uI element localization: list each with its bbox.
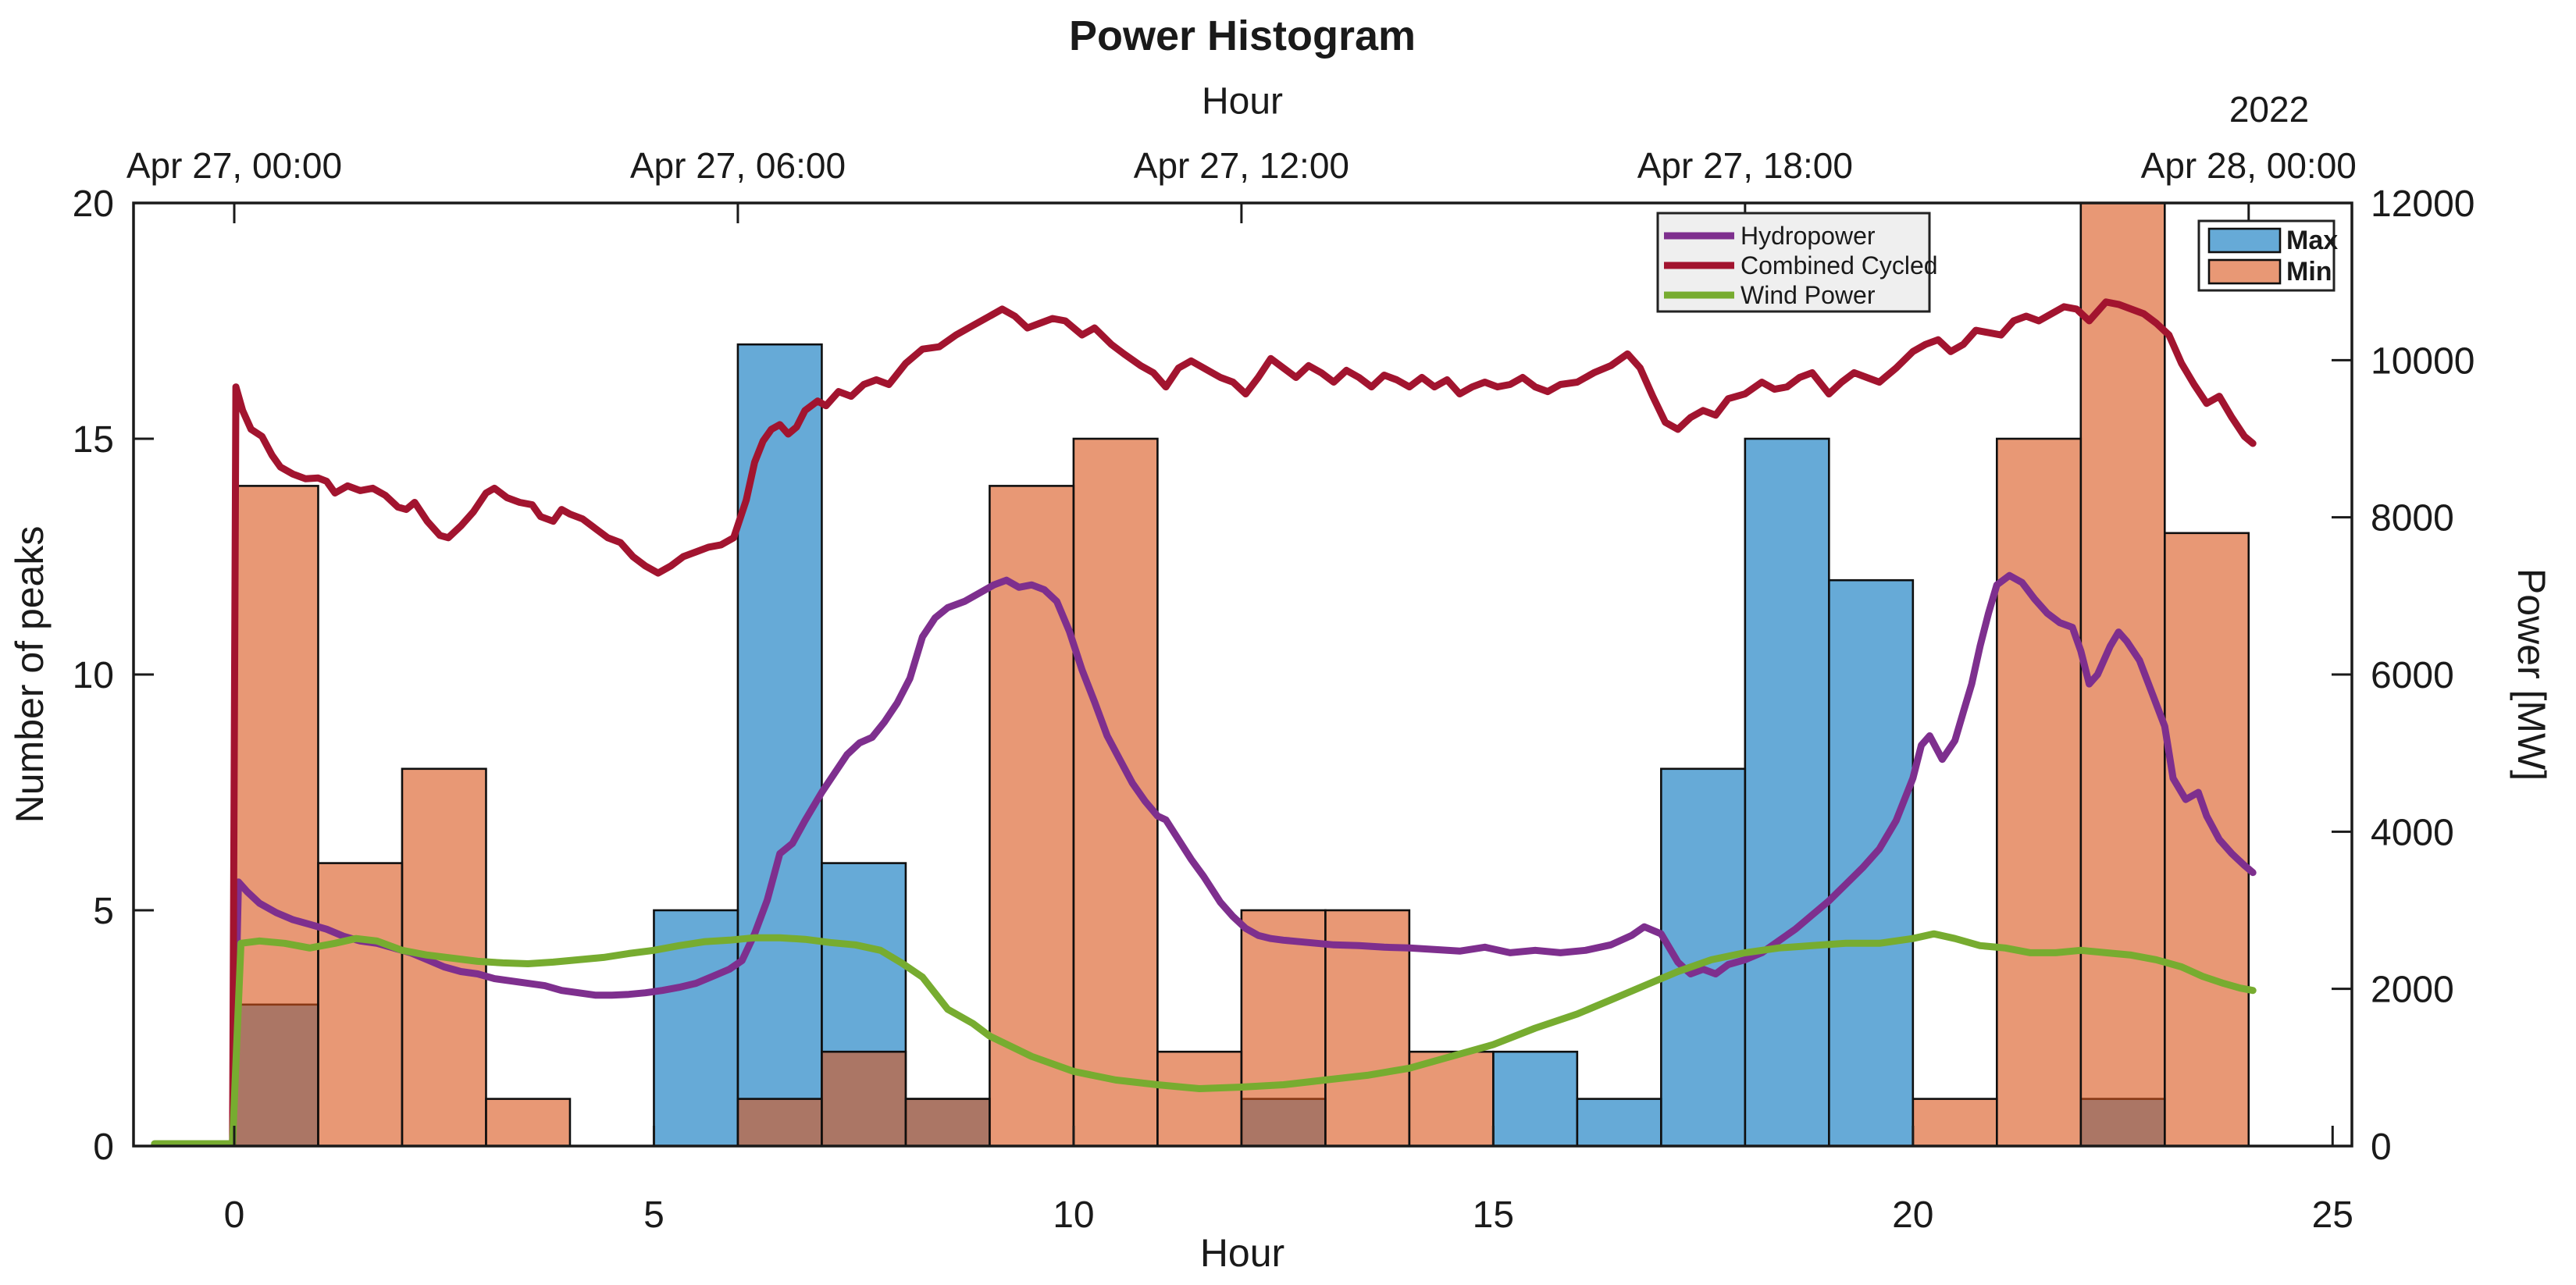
legend-bar-label-max: Max (2286, 226, 2338, 255)
bar-min-h0 (233, 485, 319, 1146)
right-tick-label-4000: 4000 (2371, 812, 2454, 853)
chart-title: Power Histogram (1068, 12, 1416, 59)
bar-min-h20 (1912, 1098, 1998, 1146)
right-tick-label-12000: 12000 (2371, 183, 2474, 225)
left-axis-title: Number of peaks (8, 525, 52, 824)
top-axis-title: Hour (1201, 80, 1284, 123)
top-tick-label-18: Apr 27, 18:00 (1637, 145, 1853, 186)
bar-min-h3 (485, 1098, 572, 1146)
bar-max-h15 (1492, 1050, 1579, 1146)
top-tick-label-24: Apr 28, 00:00 (2141, 145, 2357, 186)
legend-line-label-combined-cycled: Combined Cycled (1740, 251, 1938, 279)
right-tick-label-10000: 10000 (2371, 340, 2474, 382)
bottom-tick-label-20: 20 (1892, 1194, 1933, 1236)
top-tick-label-12: Apr 27, 12:00 (1134, 145, 1349, 186)
bar-min-h1 (317, 862, 404, 1146)
top-axis-year: 2022 (2229, 89, 2310, 130)
left-tick-label-20: 20 (73, 183, 114, 225)
right-tick-label-2000: 2000 (2371, 970, 2454, 1011)
legend-bar-label-min: Min (2286, 257, 2332, 287)
right-tick-label-6000: 6000 (2371, 655, 2454, 696)
top-tick-label-0: Apr 27, 00:00 (126, 145, 342, 186)
bar-min-h23 (2163, 532, 2250, 1146)
left-tick-label-0: 0 (93, 1127, 114, 1168)
bar-min-h9 (989, 485, 1075, 1146)
bar-max-h16 (1576, 1098, 1662, 1146)
line-hydropower (151, 571, 2257, 1146)
bars-max (233, 343, 2166, 1146)
bar-min-h8 (904, 1098, 991, 1146)
bottom-tick-label-10: 10 (1053, 1194, 1094, 1236)
legend-line-label-hydropower: Hydropower (1740, 222, 1876, 250)
bar-min-h11 (1156, 1050, 1243, 1146)
bottom-tick-label-15: 15 (1473, 1194, 1514, 1236)
bar-max-h6 (736, 343, 823, 1146)
bottom-tick-label-0: 0 (224, 1194, 245, 1236)
legend-bar-swatch-max (2207, 227, 2282, 254)
bar-min-h10 (1072, 437, 1159, 1146)
legend-bar-swatch-min (2207, 258, 2282, 285)
bar-min-h21 (1996, 437, 2083, 1146)
left-tick-label-10: 10 (73, 655, 114, 696)
bar-min-h7 (821, 1050, 907, 1146)
bottom-tick-label-5: 5 (643, 1194, 664, 1236)
line-combined-cycled (151, 298, 2257, 1146)
right-tick-label-0: 0 (2371, 1127, 2392, 1168)
left-tick-label-5: 5 (93, 891, 114, 932)
bottom-tick-label-25: 25 (2312, 1194, 2353, 1236)
bar-min-h12 (1240, 909, 1327, 1146)
top-tick-label-6: Apr 27, 06:00 (630, 145, 846, 186)
left-tick-label-15: 15 (73, 419, 114, 461)
bar-min-h6 (736, 1098, 823, 1146)
bar-max-h18 (1744, 437, 1830, 1146)
right-axis-title: Power [MW] (2510, 568, 2553, 781)
line-wind-power (151, 930, 2257, 1146)
bottom-axis-title: Hour (1199, 1231, 1285, 1275)
legend-line-label-wind-power: Wind Power (1740, 281, 1876, 309)
right-tick-label-8000: 8000 (2371, 498, 2454, 539)
